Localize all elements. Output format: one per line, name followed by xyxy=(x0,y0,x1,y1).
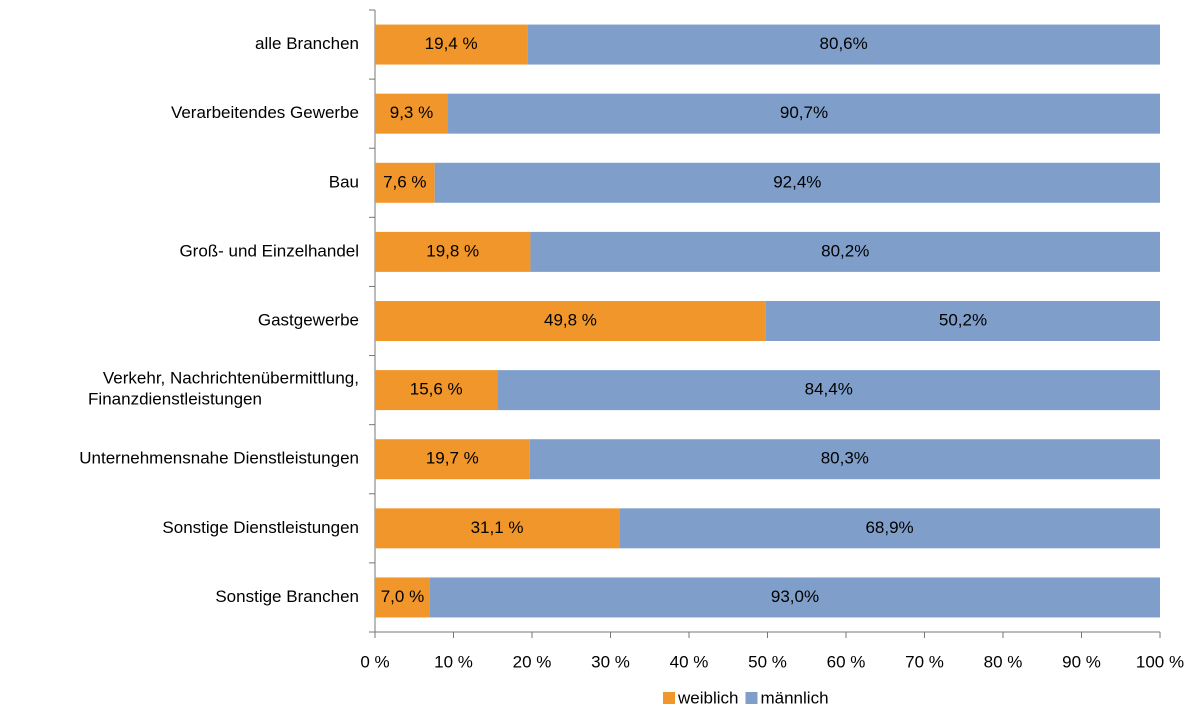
bar-segment xyxy=(527,24,1160,65)
bar-segment xyxy=(375,508,620,549)
y-tick-label: Verarbeitendes Gewerbe xyxy=(171,103,359,122)
value-label: 19,4 % xyxy=(425,34,478,53)
value-label: 90,7% xyxy=(780,103,828,122)
bar-segment xyxy=(375,93,449,134)
value-label: 80,6% xyxy=(820,34,868,53)
x-tick-label: 40 % xyxy=(670,652,709,671)
value-label: 9,3 % xyxy=(390,103,433,122)
value-label: 7,6 % xyxy=(383,172,426,191)
bar-segment xyxy=(530,231,1160,272)
value-label: 19,7 % xyxy=(426,449,479,468)
legend-swatch xyxy=(745,692,758,704)
x-tick-label: 0 % xyxy=(360,652,389,671)
x-tick-label: 20 % xyxy=(513,652,552,671)
y-tick-label: Sonstige Dienstleistungen xyxy=(162,518,359,537)
value-label: 80,3% xyxy=(821,449,869,468)
value-label: 80,2% xyxy=(821,241,869,260)
bar-segment xyxy=(448,93,1160,134)
y-tick-label: Gastgewerbe xyxy=(258,310,359,329)
value-label: 93,0% xyxy=(771,587,819,606)
y-tick-label: Verkehr, Nachrichtenübermittlung, Finanzd… xyxy=(88,369,359,409)
bar-segment xyxy=(497,370,1161,411)
value-label: 19,8 % xyxy=(426,241,479,260)
value-label: 50,2% xyxy=(939,310,987,329)
bar-segment xyxy=(375,577,430,618)
value-label: 84,4% xyxy=(805,380,853,399)
legend-swatch xyxy=(663,692,675,704)
value-label: 92,4% xyxy=(773,172,821,191)
bar-segment xyxy=(375,301,766,341)
y-tick-label: Sonstige Branchen xyxy=(215,587,359,606)
y-tick-label: Groß- und Einzelhandel xyxy=(179,241,359,260)
value-label: 15,6 % xyxy=(410,380,463,399)
y-tick-label: Unternehmensnahe Dienstleistungen xyxy=(79,449,359,468)
bar-segment xyxy=(434,162,1160,203)
bar-segment xyxy=(375,439,530,480)
bar-segment xyxy=(529,439,1160,480)
bar-segment xyxy=(375,231,531,272)
legend-label: männlich xyxy=(760,688,828,707)
legend-label: weiblich xyxy=(677,688,738,707)
x-tick-label: 70 % xyxy=(905,652,944,671)
bar-segment xyxy=(765,301,1160,341)
bar-segment xyxy=(429,577,1160,618)
y-tick-label: Bau xyxy=(329,172,359,191)
value-label: 7,0 % xyxy=(381,587,424,606)
x-tick-label: 80 % xyxy=(984,652,1023,671)
bar-segment xyxy=(375,24,528,65)
bar-segment xyxy=(375,370,498,411)
x-tick-label: 50 % xyxy=(748,652,787,671)
value-label: 31,1 % xyxy=(471,518,524,537)
bar-segment xyxy=(375,162,435,203)
x-tick-label: 90 % xyxy=(1062,652,1101,671)
x-tick-label: 100 % xyxy=(1136,652,1184,671)
bar-segment xyxy=(619,508,1160,549)
x-tick-label: 10 % xyxy=(434,652,473,671)
value-label: 68,9% xyxy=(865,518,913,537)
x-tick-label: 30 % xyxy=(591,652,630,671)
value-label: 49,8 % xyxy=(544,310,597,329)
y-tick-label: alle Branchen xyxy=(255,34,359,53)
x-tick-label: 60 % xyxy=(827,652,866,671)
